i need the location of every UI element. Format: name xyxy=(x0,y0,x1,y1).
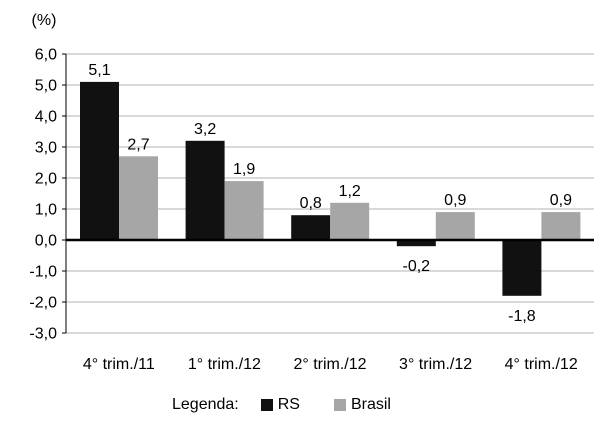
bar-brasil-3 xyxy=(435,212,475,240)
x-tick-label-4: 4° trim./12 xyxy=(505,356,578,373)
data-label-rs-0: 5,1 xyxy=(88,62,110,79)
legend: Legenda: RS Brasil xyxy=(0,396,597,414)
legend-label-brasil: Brasil xyxy=(350,396,391,413)
data-label-rs-3: -0,2 xyxy=(403,258,431,275)
y-tick-label-9: -3,0 xyxy=(29,326,57,343)
bar-rs-1 xyxy=(185,140,225,240)
x-tick-label-3: 3° trim./12 xyxy=(399,356,472,373)
y-unit-label: (%) xyxy=(32,12,57,29)
legend-label-rs: RS xyxy=(277,396,300,413)
y-tick-label-3: 3,0 xyxy=(35,140,57,157)
bar-brasil-1 xyxy=(224,181,264,240)
x-tick-label-0: 4° trim./11 xyxy=(83,356,155,373)
y-tick-label-5: 1,0 xyxy=(35,202,57,219)
legend-swatch-rs xyxy=(260,399,273,411)
x-tick-label-1: 1° trim./12 xyxy=(188,356,261,373)
x-tick-label-2: 2° trim./12 xyxy=(293,356,366,373)
y-tick-label-7: -1,0 xyxy=(29,264,57,281)
bar-rs-0 xyxy=(80,81,119,241)
data-label-brasil-0: 2,7 xyxy=(127,136,149,153)
bar-brasil-4 xyxy=(541,212,581,240)
legend-item-rs: RS xyxy=(260,396,300,414)
bar-brasil-0 xyxy=(119,156,158,240)
data-label-brasil-1: 1,9 xyxy=(233,161,255,178)
legend-title: Legenda: xyxy=(172,396,239,413)
y-tick-label-1: 5,0 xyxy=(35,78,57,95)
legend-item-brasil: Brasil xyxy=(333,396,391,414)
y-tick-label-2: 4,0 xyxy=(35,109,57,126)
y-tick-label-0: 6,0 xyxy=(35,47,57,64)
data-label-rs-1: 3,2 xyxy=(194,121,216,138)
y-tick-label-4: 2,0 xyxy=(35,171,57,188)
data-label-brasil-2: 1,2 xyxy=(339,183,361,200)
bar-brasil-2 xyxy=(330,202,370,240)
data-label-brasil-4: 0,9 xyxy=(550,192,572,209)
y-tick-label-8: -2,0 xyxy=(29,295,57,312)
bar-rs-2 xyxy=(291,215,331,240)
bar-rs-4 xyxy=(502,240,542,296)
y-tick-label-6: 0,0 xyxy=(35,233,57,250)
data-label-rs-2: 0,8 xyxy=(300,195,322,212)
legend-swatch-brasil xyxy=(333,399,346,411)
data-label-brasil-3: 0,9 xyxy=(444,192,466,209)
bar-rs-3 xyxy=(396,240,436,247)
data-label-rs-4: -1,8 xyxy=(508,308,536,325)
